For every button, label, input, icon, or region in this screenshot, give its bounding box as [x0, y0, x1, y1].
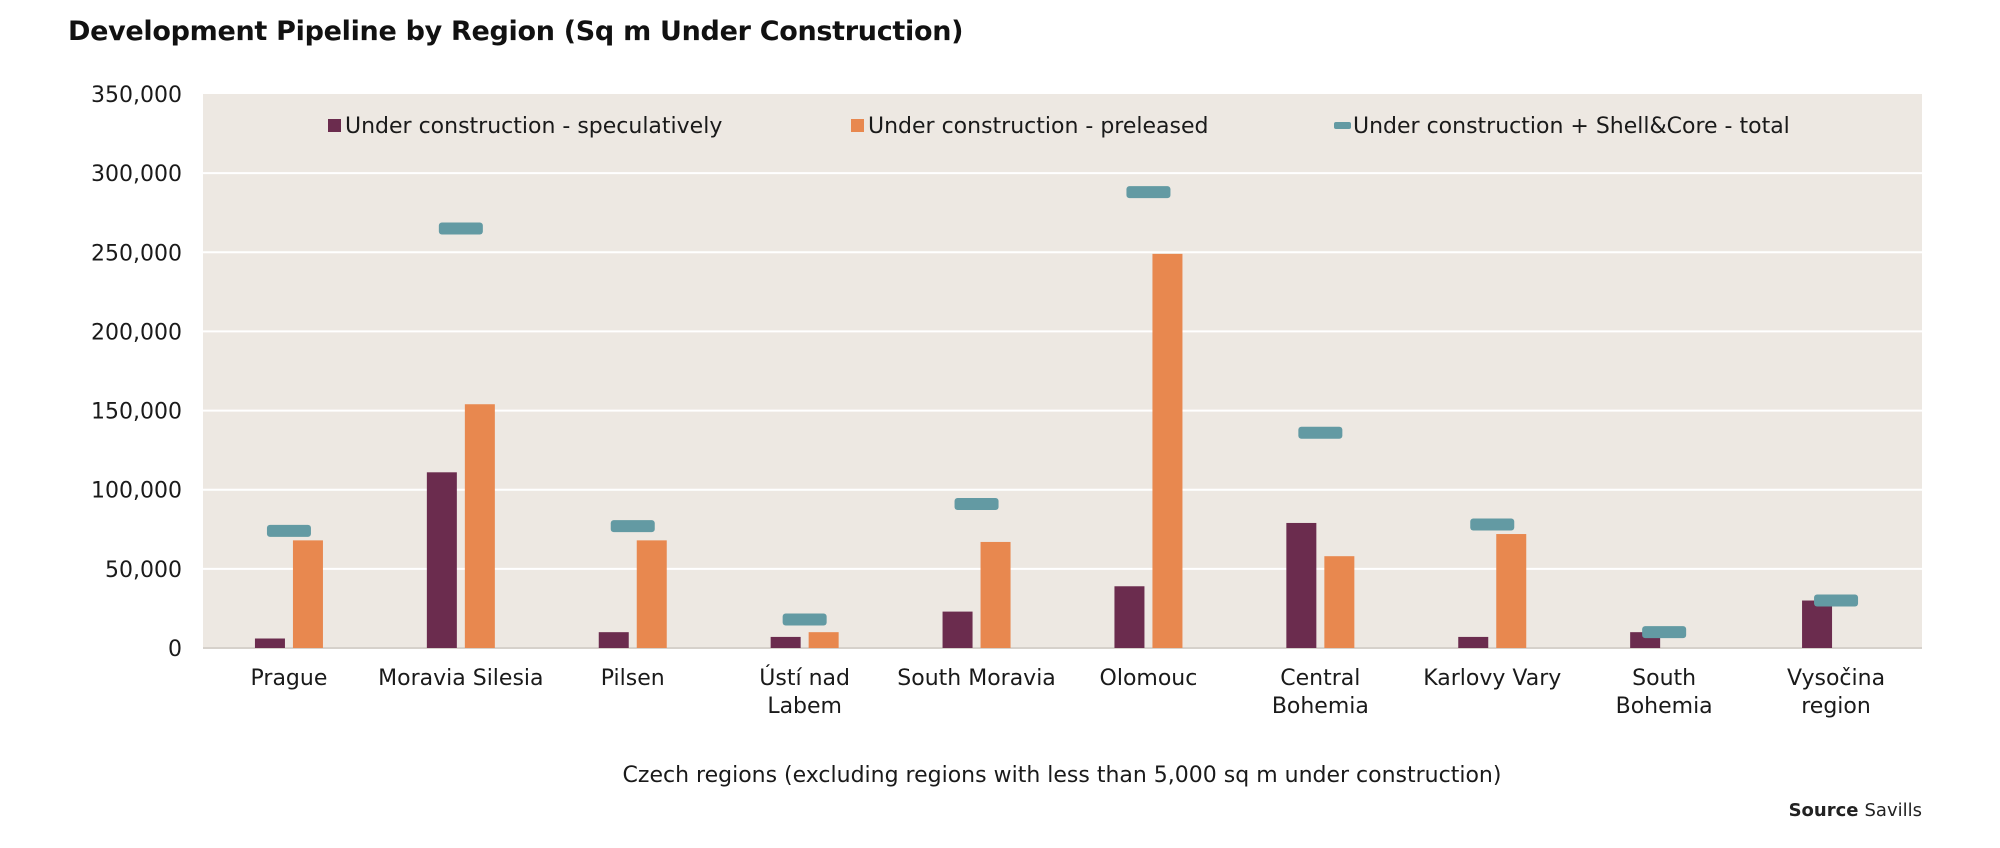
- bar-speculative: [426, 472, 457, 648]
- x-tick-label: South Bohemia: [1616, 666, 1713, 719]
- legend-label: Under construction - preleased: [868, 114, 1208, 139]
- plot-area: [203, 94, 1922, 648]
- x-tick-label: South Moravia: [897, 666, 1056, 691]
- bar-speculative: [1114, 586, 1145, 648]
- bar-speculative: [770, 636, 801, 648]
- y-tick-label: 300,000: [91, 162, 182, 187]
- source-label: Source: [1788, 800, 1859, 821]
- legend-swatch: [328, 119, 341, 132]
- y-tick-label: 50,000: [105, 558, 182, 583]
- marker-total: [266, 524, 311, 537]
- x-tick-label: Pilsen: [601, 666, 665, 691]
- bar-speculative: [1458, 636, 1489, 648]
- x-tick-label: Olomouc: [1100, 666, 1198, 691]
- marker-total: [438, 222, 483, 235]
- bar-preleased: [636, 540, 667, 648]
- y-tick-label: 0: [168, 637, 182, 662]
- marker-total: [1126, 186, 1171, 199]
- legend-swatch: [1334, 122, 1351, 129]
- marker-total: [1470, 518, 1515, 531]
- marker-total: [610, 520, 655, 533]
- y-tick-label: 150,000: [91, 400, 182, 425]
- bar-speculative: [942, 611, 973, 648]
- bar-speculative: [1802, 600, 1833, 648]
- chart-title: Development Pipeline by Region (Sq m Und…: [68, 16, 964, 47]
- x-axis-title: Czech regions (excluding regions with le…: [623, 763, 1502, 788]
- bar-preleased: [980, 541, 1011, 648]
- y-tick-label: 200,000: [91, 320, 182, 345]
- legend-label: Under construction + Shell&Core - total: [1353, 114, 1790, 139]
- bar-preleased: [292, 540, 323, 648]
- legend-swatch: [851, 119, 864, 132]
- bar-speculative: [1286, 522, 1317, 648]
- marker-total: [954, 497, 999, 510]
- source-note: Source Savills: [1789, 800, 1922, 821]
- y-tick-label: 250,000: [91, 241, 182, 266]
- bar-speculative: [598, 632, 629, 648]
- legend-label: Under construction - speculatively: [345, 114, 722, 139]
- y-tick-label: 100,000: [91, 479, 182, 504]
- x-tick-label: Moravia Silesia: [378, 666, 543, 691]
- bar-speculative: [254, 638, 285, 648]
- x-tick-label: Vysočina region: [1787, 666, 1885, 719]
- x-tick-label: Karlovy Vary: [1423, 666, 1561, 691]
- bar-preleased: [1496, 534, 1527, 648]
- marker-total: [1814, 594, 1859, 607]
- y-tick-label: 350,000: [91, 83, 182, 108]
- x-tick-label: Ústí nad Labem: [759, 665, 850, 719]
- bar-preleased: [1152, 253, 1183, 648]
- marker-total: [1642, 626, 1687, 639]
- bar-preleased: [808, 632, 839, 648]
- bar-preleased: [464, 404, 495, 648]
- x-tick-label: Central Bohemia: [1272, 666, 1369, 719]
- bar-preleased: [1324, 556, 1355, 648]
- marker-total: [1298, 426, 1343, 439]
- source-value: Savills: [1864, 800, 1923, 821]
- x-tick-label: Prague: [251, 666, 328, 691]
- marker-total: [782, 613, 827, 626]
